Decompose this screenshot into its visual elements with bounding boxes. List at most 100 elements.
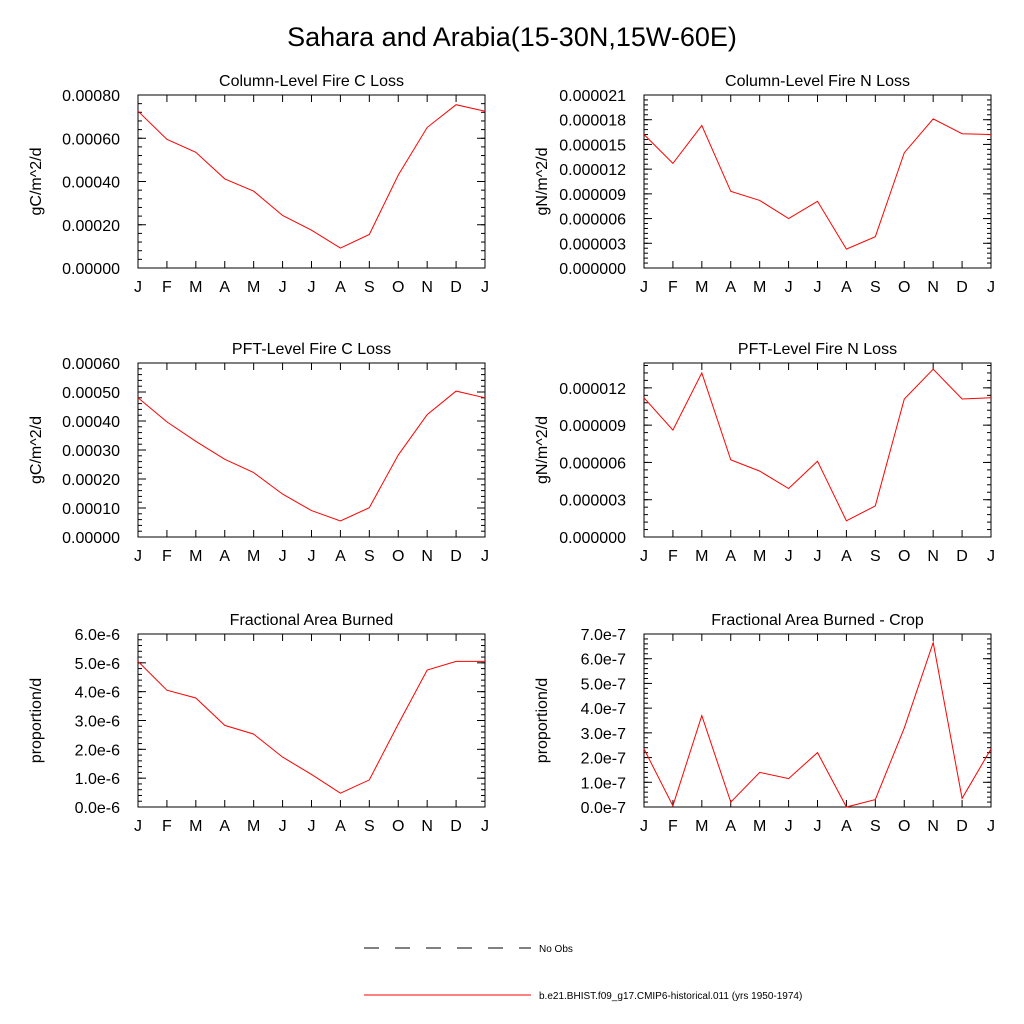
- x-tick-label: D: [450, 818, 462, 835]
- x-tick-label: N: [421, 818, 433, 835]
- x-tick-label: J: [134, 548, 142, 565]
- y-tick-label: 0.00080: [62, 88, 120, 105]
- y-tick-label: 5.0e-6: [75, 656, 120, 673]
- y-tick-label: 6.0e-6: [75, 627, 120, 644]
- y-tick-label: 2.0e-7: [581, 751, 626, 768]
- x-tick-label: J: [134, 818, 142, 835]
- series-line: [643, 368, 992, 522]
- x-tick-label: F: [668, 818, 678, 835]
- y-tick-label: 0.000009: [559, 187, 626, 204]
- x-tick-label: O: [898, 818, 910, 835]
- chart-title: Column-Level Fire N Loss: [725, 73, 910, 90]
- x-tick-label: J: [279, 279, 287, 296]
- x-tick-label: J: [987, 279, 995, 296]
- y-tick-label: 0.000003: [559, 493, 626, 510]
- x-tick-label: A: [725, 818, 736, 835]
- x-tick-label: M: [247, 548, 260, 565]
- y-tick-label: 1.0e-7: [581, 775, 626, 792]
- x-tick-label: J: [279, 818, 287, 835]
- x-tick-label: J: [987, 818, 995, 835]
- chart-title: Fractional Area Burned - Crop: [711, 612, 924, 629]
- x-tick-label: M: [753, 818, 766, 835]
- y-tick-label: 3.0e-7: [581, 726, 626, 743]
- x-tick-label: S: [364, 279, 375, 296]
- x-tick-label: J: [814, 548, 822, 565]
- y-tick-label: 0.000006: [559, 455, 626, 472]
- chart-panel-6: Fractional Area Burned - Crop proportion/…: [534, 612, 995, 835]
- x-tick-label: J: [640, 818, 648, 835]
- plot-frame: [643, 362, 992, 538]
- y-tick-label: 0.00010: [62, 501, 120, 518]
- x-tick-label: J: [987, 548, 995, 565]
- x-tick-label: D: [450, 548, 462, 565]
- y-tick-label: 6.0e-7: [581, 652, 626, 669]
- series-line: [137, 660, 485, 794]
- y-tick-label: 0.00020: [62, 218, 120, 235]
- y-tick-label: 0.00060: [62, 131, 120, 148]
- x-tick-label: J: [308, 818, 316, 835]
- x-tick-label: J: [134, 279, 142, 296]
- x-tick-label: J: [814, 818, 822, 835]
- y-tick-label: 0.000006: [559, 212, 626, 229]
- x-tick-label: D: [956, 818, 968, 835]
- y-tick-label: 0.000009: [559, 418, 626, 435]
- x-tick-label: J: [785, 548, 793, 565]
- x-tick-label: O: [898, 279, 910, 296]
- x-tick-label: A: [725, 279, 736, 296]
- y-axis-label: proportion/d: [534, 678, 551, 763]
- x-tick-label: J: [481, 818, 489, 835]
- y-tick-label: 5.0e-7: [581, 676, 626, 693]
- y-tick-label: 1.0e-6: [75, 771, 120, 788]
- x-tick-label: D: [956, 279, 968, 296]
- x-tick-label: M: [189, 548, 202, 565]
- x-tick-label: J: [481, 279, 489, 296]
- x-tick-label: M: [753, 548, 766, 565]
- plot-frame: [137, 94, 486, 269]
- y-tick-label: 4.0e-7: [581, 701, 626, 718]
- series-line: [643, 118, 992, 250]
- x-tick-label: J: [481, 548, 489, 565]
- x-tick-label: F: [162, 818, 172, 835]
- x-tick-label: F: [668, 279, 678, 296]
- plot-frame: [137, 633, 486, 808]
- x-tick-label: O: [392, 548, 404, 565]
- x-tick-label: O: [392, 279, 404, 296]
- y-tick-label: 0.00030: [62, 443, 120, 460]
- y-tick-label: 0.00060: [62, 356, 120, 373]
- x-tick-label: N: [927, 548, 939, 565]
- x-tick-label: A: [335, 279, 346, 296]
- x-tick-label: M: [189, 279, 202, 296]
- y-tick-label: 0.000000: [559, 530, 626, 547]
- x-tick-label: J: [308, 548, 316, 565]
- x-tick-label: S: [870, 279, 881, 296]
- y-tick-label: 3.0e-6: [75, 714, 120, 731]
- y-tick-label: 0.000000: [559, 261, 626, 278]
- x-tick-label: J: [279, 548, 287, 565]
- x-tick-label: O: [898, 548, 910, 565]
- x-tick-label: M: [247, 818, 260, 835]
- x-tick-label: D: [450, 279, 462, 296]
- x-tick-label: A: [335, 818, 346, 835]
- x-tick-label: J: [785, 818, 793, 835]
- y-tick-label: 4.0e-6: [75, 685, 120, 702]
- x-tick-label: M: [189, 818, 202, 835]
- x-tick-label: J: [640, 548, 648, 565]
- x-tick-label: J: [785, 279, 793, 296]
- y-axis-label: gN/m^2/d: [534, 148, 551, 216]
- y-axis-label: proportion/d: [28, 678, 45, 763]
- y-axis-label: gC/m^2/d: [28, 416, 45, 484]
- chart-title: Column-Level Fire C Loss: [219, 73, 404, 90]
- y-tick-label: 7.0e-7: [581, 627, 626, 644]
- legend: No Obs b.e21.BHIST.f09_g17.CMIP6-historic…: [364, 944, 802, 1002]
- y-tick-label: 0.000012: [559, 381, 626, 398]
- x-tick-label: M: [695, 818, 708, 835]
- x-tick-label: A: [219, 818, 230, 835]
- y-tick-label: 0.0e-7: [581, 800, 626, 817]
- x-tick-label: M: [695, 279, 708, 296]
- chart-title: PFT-Level Fire N Loss: [738, 341, 897, 358]
